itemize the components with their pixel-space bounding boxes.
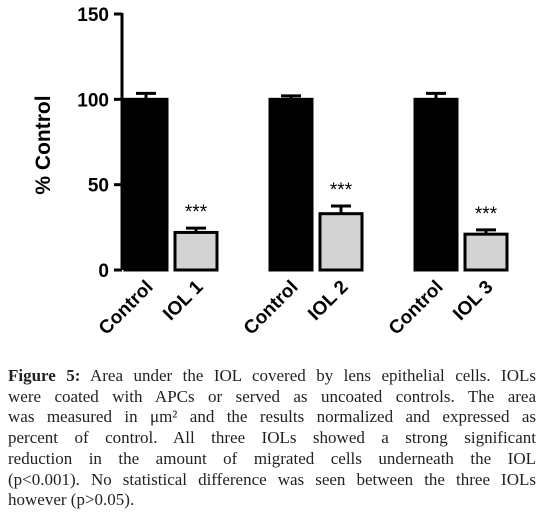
caption-text: was measured in μm² and the results norm…	[8, 407, 536, 427]
caption-line: Figure 5: Area under the IOL covered by …	[8, 366, 536, 387]
caption-text: percent of control. All three IOLs showe…	[8, 428, 536, 448]
bar	[173, 230, 219, 272]
caption-line: were coated with APCs or served as uncoa…	[8, 387, 536, 408]
x-tick-label: Control	[95, 277, 158, 340]
x-tick-label: IOL 3	[449, 277, 497, 325]
bar	[318, 212, 364, 272]
caption-text: (p<0.001). No statistical difference was…	[8, 469, 536, 489]
y-axis-label: % Control	[32, 95, 55, 194]
bar	[123, 97, 169, 272]
caption-line: percent of control. All three IOLs showe…	[8, 428, 536, 449]
x-tick-label: Control	[240, 277, 303, 340]
caption-line: was measured in μm² and the results norm…	[8, 407, 536, 428]
y-tick-label: 50	[88, 176, 109, 197]
x-tick-label: IOL 2	[304, 277, 352, 325]
significance-marker: ***	[185, 202, 208, 223]
significance-marker: ***	[330, 180, 353, 201]
caption-text: however (p>0.05).	[8, 490, 135, 510]
x-tick-label: Control	[385, 277, 448, 340]
x-axis-labels: Control IOL 1 Control IOL 2 Control IOL 3	[95, 276, 498, 339]
caption-line: (p<0.001). No statistical difference was…	[8, 470, 536, 491]
caption-text: reduction in the amount of migrated cell…	[8, 448, 536, 468]
caption-line: reduction in the amount of migrated cell…	[8, 449, 536, 470]
figure-caption: Figure 5: Area under the IOL covered by …	[8, 366, 536, 511]
bar	[463, 232, 509, 272]
y-tick-label: 100	[77, 90, 109, 111]
y-tick-label: 0	[98, 261, 109, 282]
caption-text: were coated with APCs or served as uncoa…	[8, 386, 536, 406]
caption-text: Area under the IOL covered by lens epith…	[80, 366, 536, 385]
significance-marker: ***	[475, 204, 498, 225]
y-axis: 0 50 100 150	[77, 5, 124, 282]
bar	[413, 97, 459, 272]
y-tick-label: 150	[77, 5, 109, 26]
caption-line: however (p>0.05).	[8, 490, 536, 511]
x-tick-label: IOL 1	[159, 276, 208, 325]
bars: *** *** ***	[123, 91, 509, 272]
figure-label: Figure 5:	[8, 366, 81, 385]
bar	[268, 97, 314, 272]
